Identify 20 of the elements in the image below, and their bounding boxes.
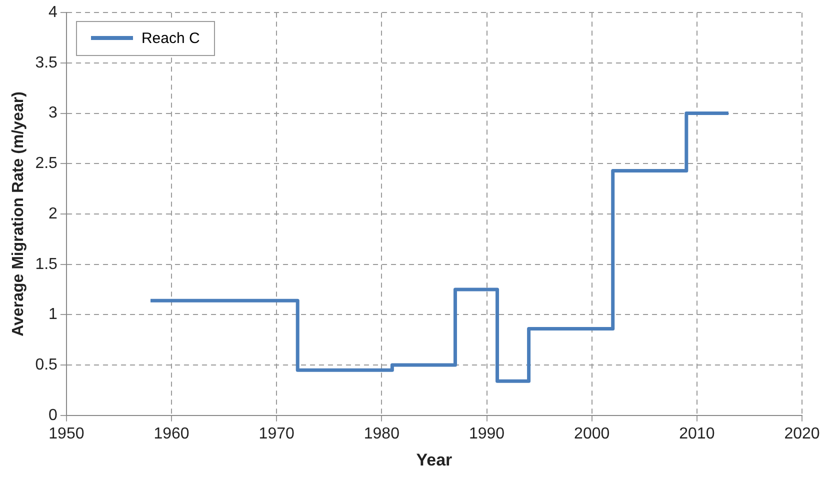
y-axis-title: Average Migration Rate (m/year) (10, 92, 28, 336)
x-tick-label: 2020 (784, 425, 820, 442)
y-tick-label: 1.5 (35, 256, 58, 273)
x-tick-label: 2010 (679, 425, 715, 442)
x-tick-label: 1990 (468, 425, 505, 442)
y-tick-label: 0.5 (35, 356, 58, 374)
y-tick-label: 2 (48, 205, 58, 222)
y-tick-label: 4 (48, 4, 58, 22)
x-tick-label: 1970 (258, 425, 294, 442)
x-axis-title: Year (416, 450, 453, 470)
y-tick-label: 2.5 (35, 155, 58, 172)
x-tick-label: 1960 (154, 425, 190, 442)
y-tick-label: 0 (48, 406, 58, 424)
y-tick-label: 3 (48, 104, 58, 122)
y-tick-label: 1 (48, 306, 58, 324)
y-tick-label: 3.5 (35, 54, 58, 72)
x-tick-label: 1950 (48, 425, 84, 442)
x-tick-label: 2000 (574, 425, 610, 442)
legend-label: Reach C (141, 30, 200, 47)
x-tick-label: 1980 (364, 425, 400, 442)
